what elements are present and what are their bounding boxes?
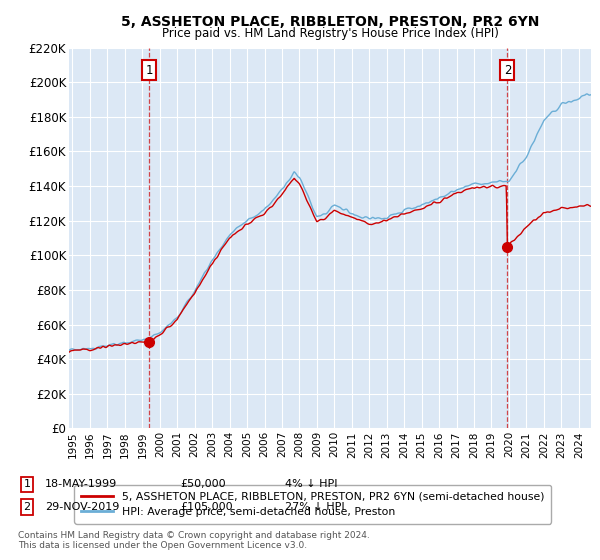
- Text: 29-NOV-2019: 29-NOV-2019: [45, 502, 119, 512]
- Text: Price paid vs. HM Land Registry's House Price Index (HPI): Price paid vs. HM Land Registry's House …: [161, 27, 499, 40]
- Text: 5, ASSHETON PLACE, RIBBLETON, PRESTON, PR2 6YN: 5, ASSHETON PLACE, RIBBLETON, PRESTON, P…: [121, 15, 539, 29]
- Text: £50,000: £50,000: [180, 479, 226, 489]
- Legend: 5, ASSHETON PLACE, RIBBLETON, PRESTON, PR2 6YN (semi-detached house), HPI: Avera: 5, ASSHETON PLACE, RIBBLETON, PRESTON, P…: [74, 485, 551, 524]
- Text: 27% ↓ HPI: 27% ↓ HPI: [285, 502, 344, 512]
- Text: 1: 1: [23, 479, 31, 489]
- Text: 2: 2: [503, 64, 511, 77]
- Text: £105,000: £105,000: [180, 502, 233, 512]
- Text: 18-MAY-1999: 18-MAY-1999: [45, 479, 117, 489]
- Text: Contains HM Land Registry data © Crown copyright and database right 2024.
This d: Contains HM Land Registry data © Crown c…: [18, 530, 370, 550]
- Text: 4% ↓ HPI: 4% ↓ HPI: [285, 479, 337, 489]
- Text: 2: 2: [23, 502, 31, 512]
- Text: 1: 1: [145, 64, 153, 77]
